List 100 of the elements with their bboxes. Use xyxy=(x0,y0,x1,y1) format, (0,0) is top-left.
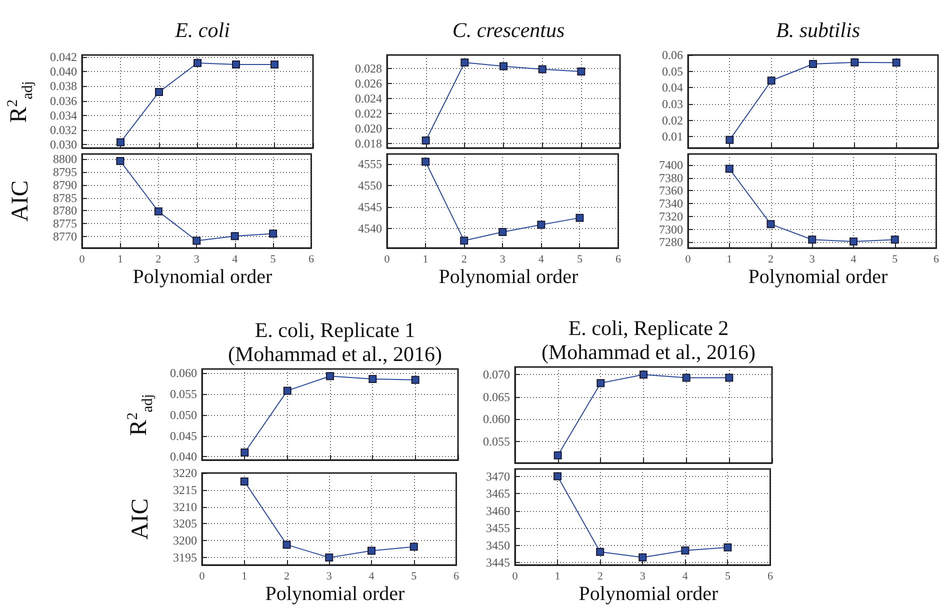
point xyxy=(411,376,420,384)
x-tick-label: 4 xyxy=(850,254,857,266)
chart-title: E. coli xyxy=(174,18,230,42)
x-tick-label: 2 xyxy=(284,570,290,582)
y-tick-label: 8785 xyxy=(53,190,77,205)
y-tick-label: 0.028 xyxy=(355,62,382,76)
y-tick-label: 0.01 xyxy=(662,130,683,144)
point xyxy=(725,374,734,382)
x-tick-label: 4 xyxy=(682,570,688,582)
y-tick-label: 0.024 xyxy=(355,92,382,106)
point xyxy=(498,228,507,236)
y-tick-label: 4545 xyxy=(358,200,382,214)
y-axis-title: AIC xyxy=(128,498,154,540)
x-tick-label: 5 xyxy=(892,254,898,266)
point xyxy=(240,477,248,486)
point xyxy=(422,136,430,144)
point xyxy=(270,60,278,68)
y-tick-label: 0.050 xyxy=(170,408,197,422)
point xyxy=(194,58,202,67)
x-tick-label: 4 xyxy=(538,254,544,266)
point xyxy=(596,548,604,556)
x-axis-title: Polynomial order xyxy=(132,266,273,288)
point xyxy=(726,136,734,144)
x-tick-label: 2 xyxy=(461,254,467,266)
point xyxy=(577,68,586,76)
x-tick-label: 0 xyxy=(384,254,390,266)
point xyxy=(230,232,239,240)
point xyxy=(460,236,468,245)
x-tick-label: 1 xyxy=(422,254,428,266)
y-tick-label: 0.038 xyxy=(50,79,77,94)
y-tick-label: 0.055 xyxy=(483,434,510,449)
y-tick-label: 0.040 xyxy=(170,450,197,464)
y-tick-label: 0.060 xyxy=(170,366,197,380)
point xyxy=(154,207,162,216)
point xyxy=(500,62,508,70)
point xyxy=(809,60,817,68)
y-tick-label: 7360 xyxy=(659,184,683,198)
point xyxy=(850,58,859,66)
x-axis-title: Polynomial order xyxy=(748,266,888,288)
y-tick-label: 0.034 xyxy=(50,108,77,122)
point xyxy=(269,230,278,238)
x-axis-title: Polynomial order xyxy=(265,583,406,605)
x-tick-label: 6 xyxy=(616,254,622,266)
point xyxy=(808,236,816,244)
point xyxy=(460,58,469,66)
point xyxy=(596,379,605,388)
x-tick-label: 5 xyxy=(411,570,418,582)
x-tick-label: 1 xyxy=(242,570,248,582)
y-tick-label: 3450 xyxy=(486,538,510,552)
point xyxy=(232,60,240,68)
x-tick-label: 5 xyxy=(270,254,276,266)
y-tick-label: 7320 xyxy=(659,209,683,224)
y-tick-label: 0.070 xyxy=(483,368,510,382)
point xyxy=(724,543,732,552)
point xyxy=(325,554,334,562)
y-tick-label: 3220 xyxy=(173,466,197,480)
x-tick-label: 2 xyxy=(156,254,162,266)
y-tick-label: 0.030 xyxy=(50,137,77,152)
y-tick-label: 8795 xyxy=(53,165,77,180)
point xyxy=(640,370,648,379)
x-tick-label: 4 xyxy=(368,570,375,582)
x-tick-label: 1 xyxy=(726,254,732,266)
y-tick-label: 3470 xyxy=(486,469,510,484)
y-tick-label: 8775 xyxy=(53,216,77,231)
y-tick-label: 4550 xyxy=(358,178,382,192)
y-tick-label: 0.05 xyxy=(662,64,683,78)
x-tick-label: 5 xyxy=(576,254,583,266)
x-tick-label: 0 xyxy=(512,570,518,582)
y-tick-label: 3200 xyxy=(173,534,197,548)
point xyxy=(155,88,163,96)
y-tick-label: 0.045 xyxy=(170,428,197,443)
y-tick-label: 3215 xyxy=(173,482,197,497)
point xyxy=(681,546,690,554)
y-tick-label: 0.03 xyxy=(662,96,683,111)
y-tick-label: 3205 xyxy=(173,516,197,531)
x-tick-label: 3 xyxy=(809,254,816,266)
x-tick-label: 3 xyxy=(326,570,332,582)
point xyxy=(116,138,124,146)
point xyxy=(538,65,546,74)
point xyxy=(638,553,647,562)
y-tick-label: 3195 xyxy=(173,550,197,565)
x-tick-label: 1 xyxy=(554,570,560,582)
point xyxy=(326,372,334,380)
x-tick-label: 3 xyxy=(194,254,200,266)
y-tick-label: 0.060 xyxy=(483,412,510,426)
x-tick-label: 0 xyxy=(199,570,206,582)
point xyxy=(892,58,900,67)
x-tick-label: 0 xyxy=(79,254,86,266)
point xyxy=(682,374,690,382)
y-axis-title: AIC xyxy=(8,180,34,222)
point xyxy=(422,158,430,166)
y-tick-label: 0.022 xyxy=(355,106,382,120)
x-tick-label: 0 xyxy=(685,254,692,266)
point xyxy=(240,448,249,456)
x-tick-label: 6 xyxy=(308,254,314,266)
point xyxy=(890,236,899,244)
y-tick-label: 3465 xyxy=(486,486,510,501)
y-tick-label: 3445 xyxy=(486,556,510,570)
chart-title: E. coli, Replicate 2 (Mohammad et al., 2016) xyxy=(541,316,756,364)
point xyxy=(116,156,124,165)
